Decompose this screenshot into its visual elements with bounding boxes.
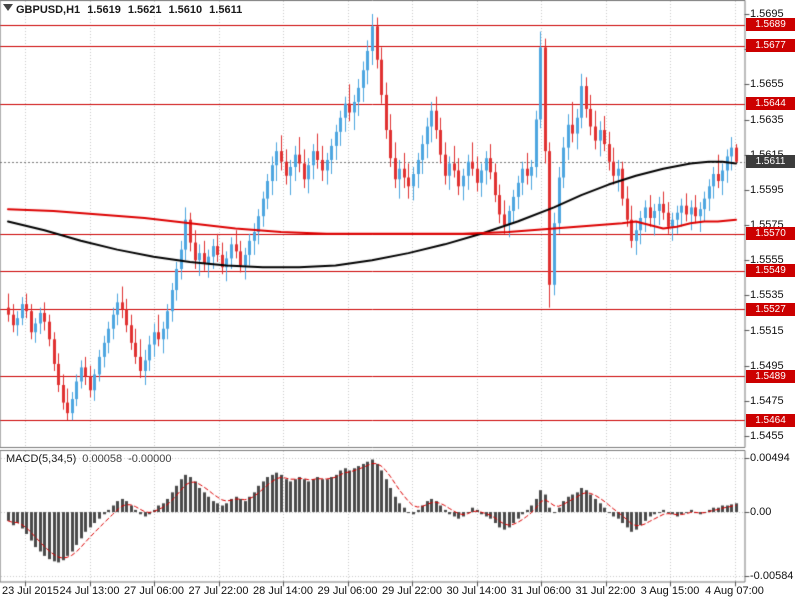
time-axis-label: 3 Aug 15:00 xyxy=(640,585,700,597)
price-tick-label: 1.5455 xyxy=(750,430,784,442)
ohlc-low-value: 1.5610 xyxy=(168,4,203,16)
price-tick-label: 1.5475 xyxy=(750,394,784,407)
price-level-badge: 1.5549 xyxy=(746,264,795,278)
time-axis-label: 29 Jul 22:00 xyxy=(382,585,442,597)
price-tick-label: 1.5515 xyxy=(750,324,784,337)
time-axis-label: 24 Jul 13:00 xyxy=(59,585,120,597)
price-level-badge: 1.5570 xyxy=(746,227,795,241)
ohlc-close-value: 1.5611 xyxy=(209,4,243,16)
time-axis-label: 27 Jul 06:00 xyxy=(124,585,184,597)
price-tick-label: 1.5535 xyxy=(750,289,784,302)
time-axis-label: 30 Jul 14:00 xyxy=(446,585,507,597)
price-level-badge: 1.5644 xyxy=(746,97,795,111)
macd-tick-label: -0.00584 xyxy=(750,570,794,582)
time-axis-label: 31 Jul 22:00 xyxy=(575,585,636,597)
time-axis-label: 27 Jul 22:00 xyxy=(188,585,249,597)
price-tick-label: 1.5635 xyxy=(750,113,784,126)
macd-main-value: 0.00058 xyxy=(82,453,123,465)
triangle-icon xyxy=(3,4,13,11)
price-tick-label: 1.5595 xyxy=(750,183,784,196)
current-price-badge: 1.5611 xyxy=(746,155,795,169)
time-axis-label: 31 Jul 06:00 xyxy=(511,585,571,597)
price-level-badge: 1.5689 xyxy=(746,18,795,32)
price-tick-label: 1.5695 xyxy=(750,8,784,20)
ohlc-open-value: 1.5619 xyxy=(87,4,121,16)
price-tick-label: 1.5495 xyxy=(750,359,784,372)
price-level-badge: 1.5677 xyxy=(746,39,795,53)
chart-dropdown-icon[interactable] xyxy=(3,4,13,14)
macd-indicator-label: MACD(5,34,5) xyxy=(6,453,77,465)
macd-signal-value: -0.00000 xyxy=(128,453,172,465)
chart-ohlc-header: GBPUSD,H1 1.5619 1.5621 1.5610 1.5611 xyxy=(16,4,242,16)
time-axis-label: 28 Jul 14:00 xyxy=(253,585,313,597)
symbol-timeframe-label: GBPUSD,H1 xyxy=(16,4,81,16)
price-level-badge: 1.5527 xyxy=(746,302,795,316)
price-tick-label: 1.5655 xyxy=(750,78,784,91)
macd-tick-label: 0.00 xyxy=(750,506,772,519)
price-tick-label: 1.5555 xyxy=(750,254,784,267)
time-axis-label: 23 Jul 2015 xyxy=(2,585,59,597)
macd-tick-label: 0.00494 xyxy=(750,452,790,464)
time-axis-label: 4 Aug 07:00 xyxy=(705,585,764,597)
macd-header: MACD(5,34,5) 0.00058 -0.00000 xyxy=(6,453,172,465)
price-level-badge: 1.5489 xyxy=(746,369,795,383)
ohlc-high-value: 1.5621 xyxy=(127,4,162,16)
time-axis-label: 29 Jul 06:00 xyxy=(317,585,378,597)
price-level-badge: 1.5464 xyxy=(746,413,795,427)
